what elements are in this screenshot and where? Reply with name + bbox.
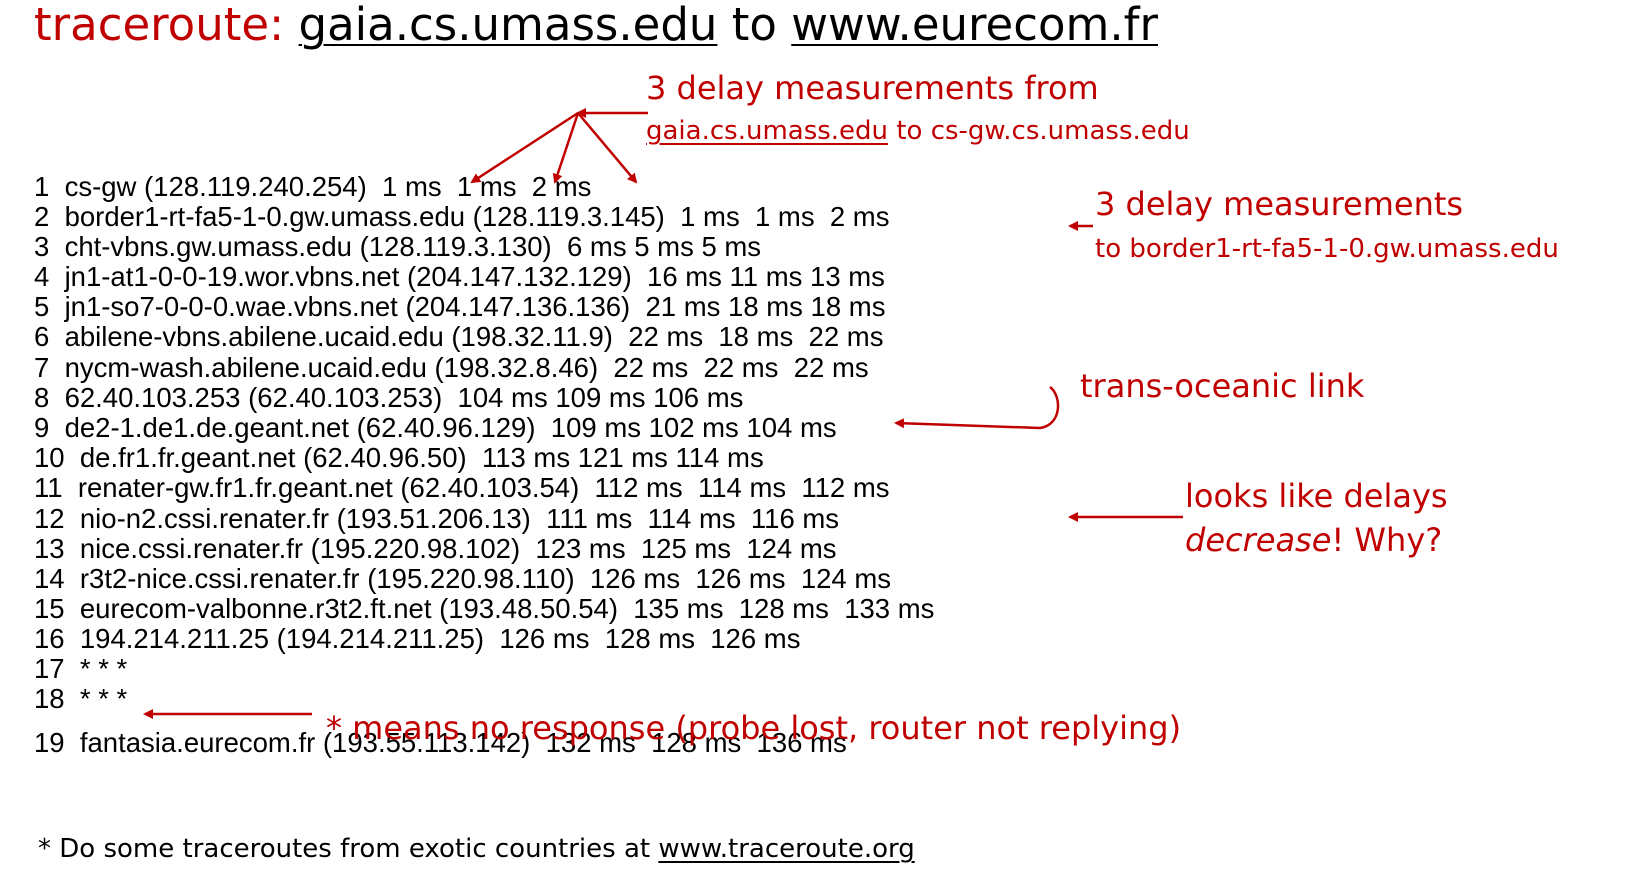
annotation-decrease-italic: decrease xyxy=(1185,521,1332,559)
hop-row-5: 5 jn1-so7-0-0-0.wae.vbns.net (204.147.13… xyxy=(34,291,886,322)
title-prefix: traceroute: xyxy=(34,0,285,51)
hop-row-15: 15 eurecom-valbonne.r3t2.ft.net (193.48.… xyxy=(34,593,935,624)
annotation-first-hop-from: gaia.cs.umass.edu xyxy=(646,116,889,146)
annotation-decrease-line2: decrease! Why? xyxy=(1185,521,1442,559)
arrow-first-hop-measure-2 xyxy=(552,112,580,184)
annotation-decrease-rest: ! Why? xyxy=(1331,521,1443,559)
annotation-second-hop-title: 3 delay measurements xyxy=(1095,185,1464,223)
hop-row-11: 11 renater-gw.fr1.fr.geant.net (62.40.10… xyxy=(34,472,890,503)
footnote-link[interactable]: www.traceroute.org xyxy=(658,834,915,864)
arrow-first-hop-measure-1 xyxy=(470,111,579,184)
annotation-first-hop-to: to xyxy=(896,116,923,146)
hop-row-16: 16 194.214.211.25 (194.214.211.25) 126 m… xyxy=(34,623,801,654)
annotation-second-hop-dest: to border1-rt-fa5-1-0.gw.umass.edu xyxy=(1095,234,1559,264)
hop-row-1: 1 cs-gw (128.119.240.254) 1 ms 1 ms 2 ms xyxy=(34,171,592,202)
title-connector: to xyxy=(731,0,777,51)
hop-row-8: 8 62.40.103.253 (62.40.103.253) 104 ms 1… xyxy=(34,382,744,413)
hop-row-7: 7 nycm-wash.abilene.ucaid.edu (198.32.8.… xyxy=(34,352,869,383)
footnote-text: * Do some traceroutes from exotic countr… xyxy=(38,834,651,864)
annotation-first-hop-title: 3 delay measurements from xyxy=(646,69,1099,107)
hop-row-3: 3 cht-vbns.gw.umass.edu (128.119.3.130) … xyxy=(34,231,762,262)
footnote: * Do some traceroutes from exotic countr… xyxy=(38,834,915,864)
hop-row-6: 6 abilene-vbns.abilene.ucaid.edu (198.32… xyxy=(34,321,884,352)
annotation-first-hop-dest: cs-gw.cs.umass.edu xyxy=(930,116,1190,146)
hop-row-10: 10 de.fr1.fr.geant.net (62.40.96.50) 113… xyxy=(34,442,764,473)
hop-row-13: 13 nice.cssi.renater.fr (195.220.98.102)… xyxy=(34,533,837,564)
hop-row-4: 4 jn1-at1-0-0-19.wor.vbns.net (204.147.1… xyxy=(34,261,885,292)
annotation-trans-oceanic: trans-oceanic link xyxy=(1080,367,1365,405)
hop-row-18: 18 * * * xyxy=(34,683,128,714)
hop-row-14: 14 r3t2-nice.cssi.renater.fr (195.220.98… xyxy=(34,563,892,594)
annotation-first-hop-route: gaia.cs.umass.edu to cs-gw.cs.umass.edu xyxy=(646,116,1190,146)
hop-row-19: 19 fantasia.eurecom.fr (193.55.113.142) … xyxy=(34,727,847,758)
hop-row-2: 2 border1-rt-fa5-1-0.gw.umass.edu (128.1… xyxy=(34,201,890,232)
title-source-host: gaia.cs.umass.edu xyxy=(298,0,718,51)
annotation-no-response: * means no response (probe lost, router … xyxy=(326,709,1182,747)
hop-row-9: 9 de2-1.de1.de.geant.net (62.40.96.129) … xyxy=(34,412,837,443)
slide-title: traceroute: gaia.cs.umass.edu to www.eur… xyxy=(34,0,1158,51)
hop-row-12: 12 nio-n2.cssi.renater.fr (193.51.206.13… xyxy=(34,503,840,534)
arrow-first-hop-measure-3 xyxy=(577,112,638,184)
annotation-decrease-line1: looks like delays xyxy=(1185,477,1448,515)
arrow-trans-oceanic xyxy=(894,386,1060,430)
hop-row-17: 17 * * * xyxy=(34,653,128,684)
title-destination-host: www.eurecom.fr xyxy=(791,0,1158,51)
